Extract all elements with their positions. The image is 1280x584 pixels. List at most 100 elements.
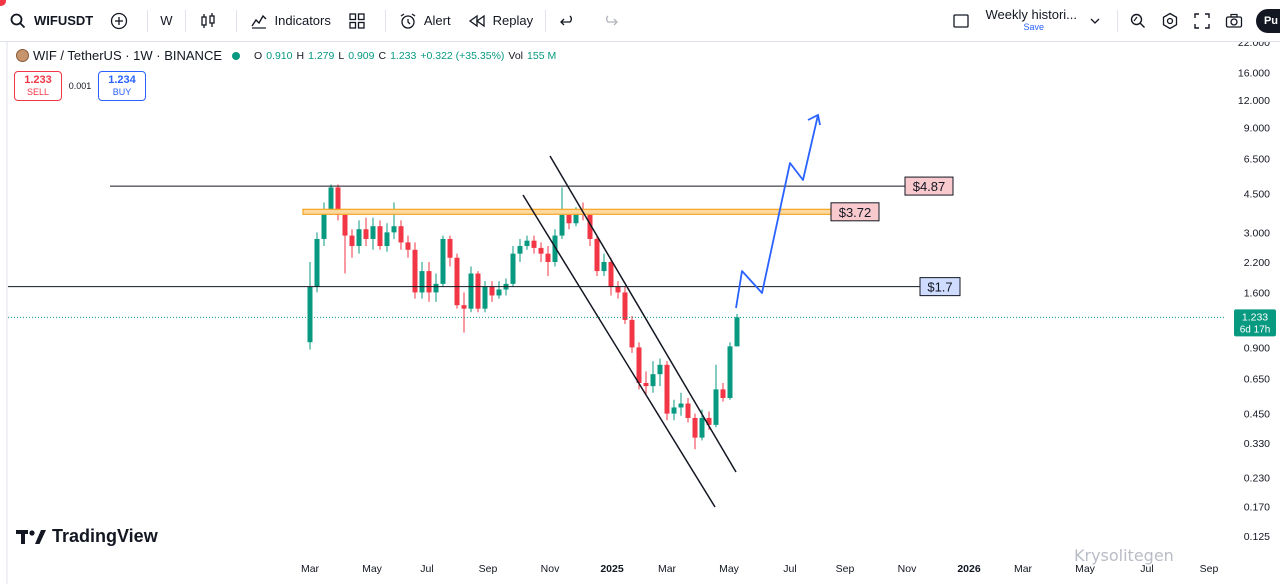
toolbar-divider [184, 9, 186, 32]
alarm-clock-icon [398, 11, 418, 31]
candle-body [335, 187, 341, 215]
candle-body [678, 403, 684, 408]
sell-button[interactable]: 1.233 SELL [14, 71, 62, 101]
candle-body [587, 214, 593, 239]
candle-body [482, 286, 488, 309]
quick-search-button[interactable] [1122, 0, 1154, 42]
price-axis-label: 1.600 [1244, 287, 1270, 299]
undo-icon [558, 11, 578, 31]
tradingview-logo-text: TradingView [52, 526, 158, 546]
price-axis-label: 0.650 [1244, 373, 1270, 385]
alert-label: Alert [423, 13, 451, 28]
candle-body [720, 389, 726, 398]
candle-body [524, 240, 530, 247]
price-axis-label: 12.000 [1238, 95, 1270, 107]
fullscreen-button[interactable] [1186, 0, 1218, 42]
open-label: O [254, 49, 263, 62]
spread-value: 0.001 [68, 81, 92, 91]
candle-body [328, 187, 334, 210]
price-axis-label: 0.330 [1244, 438, 1270, 450]
publish-label: Pu [1256, 9, 1280, 33]
projection-path [735, 114, 819, 309]
chevron-down-icon [1085, 11, 1105, 31]
price-axis-label: 6.500 [1244, 153, 1270, 165]
level-label-text: $3.72 [839, 205, 872, 220]
level-label-box [830, 202, 880, 222]
time-axis-label: May [719, 563, 740, 575]
toolbar-right: Weekly histori... Save [943, 0, 1280, 42]
symbol-search[interactable]: WIFUSDT [0, 0, 101, 42]
compare-button[interactable] [101, 0, 143, 42]
candle-body [636, 347, 642, 383]
time-axis-label: Sep [1200, 563, 1219, 575]
toolbar-divider [147, 9, 149, 32]
volume-label: Vol [508, 49, 524, 62]
price-axis-label: 4.500 [1244, 189, 1270, 201]
candle-body [552, 235, 558, 262]
time-axis-label: Jul [783, 563, 796, 575]
rewind-icon [467, 11, 487, 31]
candle-body [468, 273, 474, 309]
grid-icon [347, 11, 367, 31]
tradingview-logo-icon [16, 529, 46, 544]
sell-label: SELL [26, 87, 50, 97]
templates-button[interactable] [339, 0, 381, 42]
close-value: 1.233 [390, 49, 417, 62]
ohlc-values: O 0.910 H 1.279 L 0.909 C 1.233 +0.322 (+35.… [254, 50, 556, 62]
gear-icon [1160, 11, 1180, 31]
candle-body [384, 232, 390, 247]
candle-body [706, 417, 712, 425]
layout-button[interactable]: Weekly histori... Save [943, 0, 1113, 42]
publish-button[interactable]: Pu [1250, 0, 1280, 42]
candle-body [356, 229, 362, 247]
candle-body [342, 214, 348, 236]
price-chart[interactable]: 22.000 16.000 12.000 9.000 6.500 4.500 3.000 2.… [0, 42, 1280, 584]
level-label-text: $1.7 [927, 280, 952, 295]
indicators-button[interactable]: Indicators [241, 0, 339, 42]
layout-save-label: Save [1023, 22, 1044, 32]
time-axis-label: Jul [1140, 563, 1153, 575]
interval-button[interactable]: W [152, 0, 180, 42]
candle-body [405, 242, 411, 250]
price-axis-label: 0.450 [1244, 409, 1270, 421]
candles-group [307, 184, 740, 450]
price-axis-label: 16.000 [1238, 67, 1270, 79]
undo-button[interactable] [550, 0, 592, 42]
settings-button[interactable] [1154, 0, 1186, 42]
candle-body [321, 209, 327, 239]
alert-button[interactable]: Alert [390, 0, 459, 42]
price-axis-label: 0.170 [1244, 502, 1270, 514]
time-axis-label: Mar [1014, 563, 1033, 575]
legend-title[interactable]: WIF / TetherUS · 1W · BINANCE [33, 48, 223, 63]
time-axis-label: Sep [836, 563, 855, 575]
projection-arrowhead [807, 113, 821, 126]
snapshot-button[interactable] [1218, 0, 1250, 42]
current-price-countdown: 6d 17h [1240, 324, 1271, 335]
redo-button[interactable] [592, 0, 634, 42]
candle-body [727, 346, 733, 398]
candle-body [510, 253, 516, 284]
candle-body [657, 364, 663, 375]
time-axis-label: Mar [301, 563, 320, 575]
channel-upper-line [549, 155, 737, 473]
price-axis-label: 0.230 [1244, 473, 1270, 485]
candle-body [713, 389, 719, 425]
trade-buttons: 1.233 SELL 0.001 1.234 BUY [14, 71, 146, 101]
chart-type-button[interactable] [190, 0, 232, 42]
indicators-icon [249, 11, 269, 31]
toolbar-divider [384, 9, 386, 32]
close-label: C [378, 49, 387, 62]
top-toolbar: WIFUSDT W Indicators Alert R [0, 0, 1280, 42]
sell-price: 1.233 [24, 74, 52, 86]
candle-body [573, 209, 579, 224]
replay-button[interactable]: Replay [459, 0, 541, 42]
candle-body [377, 226, 383, 247]
buy-price: 1.234 [108, 74, 136, 86]
indicators-label: Indicators [274, 13, 331, 28]
buy-label: BUY [112, 87, 132, 97]
tradingview-logo[interactable]: TradingView [16, 526, 158, 547]
buy-button[interactable]: 1.234 BUY [98, 71, 146, 101]
price-axis-label: 9.000 [1244, 122, 1270, 134]
candle-body [433, 283, 439, 293]
